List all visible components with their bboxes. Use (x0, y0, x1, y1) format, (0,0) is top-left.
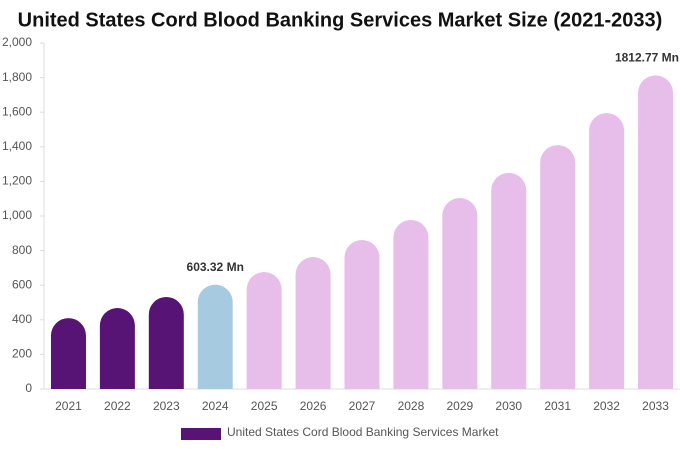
x-tick-label: 2023 (153, 399, 180, 413)
y-tick-label: 800 (12, 243, 32, 257)
y-tick-label: 1,400 (2, 139, 32, 153)
bar (99, 308, 135, 389)
y-tick-label: 1,200 (2, 174, 32, 188)
x-tick-label: 2030 (495, 399, 522, 413)
x-tick-label: 2022 (104, 399, 131, 413)
bar (393, 219, 429, 389)
data-label: 603.32 Mn (187, 260, 244, 274)
bar (491, 172, 527, 389)
bar (344, 240, 380, 389)
y-tick-label: 1,000 (2, 208, 32, 222)
x-tick-label: 2027 (349, 399, 376, 413)
y-tick-label: 200 (12, 347, 32, 361)
x-tick-label: 2029 (446, 399, 473, 413)
x-tick-label: 2032 (593, 399, 620, 413)
x-tick-label: 2024 (202, 399, 229, 413)
x-tick-label: 2026 (300, 399, 327, 413)
bar (246, 272, 282, 389)
bar (197, 284, 233, 389)
x-tick-label: 2025 (251, 399, 278, 413)
y-tick-label: 0 (25, 381, 32, 395)
y-tick-label: 2,000 (2, 35, 32, 49)
y-tick-label: 1,600 (2, 104, 32, 118)
legend-label: United States Cord Blood Banking Service… (227, 425, 499, 439)
bar (148, 296, 184, 389)
y-tick-label: 1,800 (2, 70, 32, 84)
x-tick-label: 2031 (544, 399, 571, 413)
bar (638, 75, 674, 389)
y-tick-label: 600 (12, 277, 32, 291)
bar (540, 145, 576, 389)
bar (442, 198, 478, 389)
bar (295, 257, 331, 389)
legend-swatch (181, 428, 221, 440)
bar (589, 113, 625, 389)
bar (50, 318, 86, 389)
y-tick-label: 400 (12, 312, 32, 326)
x-tick-label: 2021 (55, 399, 82, 413)
chart-title: United States Cord Blood Banking Service… (18, 9, 663, 31)
data-label: 1812.77 Mn (615, 51, 679, 65)
x-tick-label: 2028 (398, 399, 425, 413)
x-tick-label: 2033 (642, 399, 669, 413)
